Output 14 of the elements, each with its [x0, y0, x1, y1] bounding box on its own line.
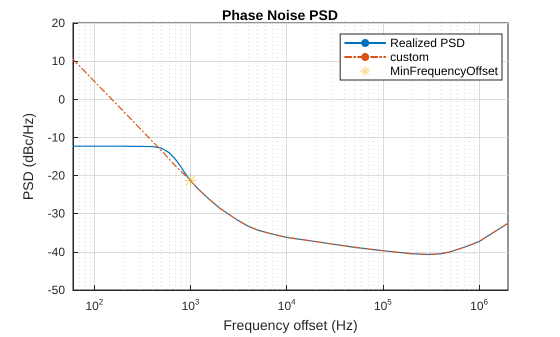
y-tick-label: 0	[58, 92, 66, 106]
y-tick-label: -40	[48, 244, 66, 259]
legend-label: custom	[390, 50, 429, 64]
y-tick-label: -10	[48, 130, 66, 144]
y-tick-label: 10	[52, 54, 66, 68]
y-axis-title: PSD (dBc/Hz)	[20, 112, 36, 200]
y-tick-label: -50	[48, 283, 66, 297]
legend-label: Realized PSD	[390, 36, 466, 50]
x-axis-title: Frequency offset (Hz)	[223, 317, 358, 333]
chart-title: Phase Noise PSD	[222, 7, 338, 23]
y-tick-label: -20	[48, 168, 66, 183]
y-tick-label: 20	[52, 16, 66, 30]
legend-label: MinFrequencyOffset	[390, 64, 499, 78]
y-tick-label: -30	[48, 206, 66, 221]
